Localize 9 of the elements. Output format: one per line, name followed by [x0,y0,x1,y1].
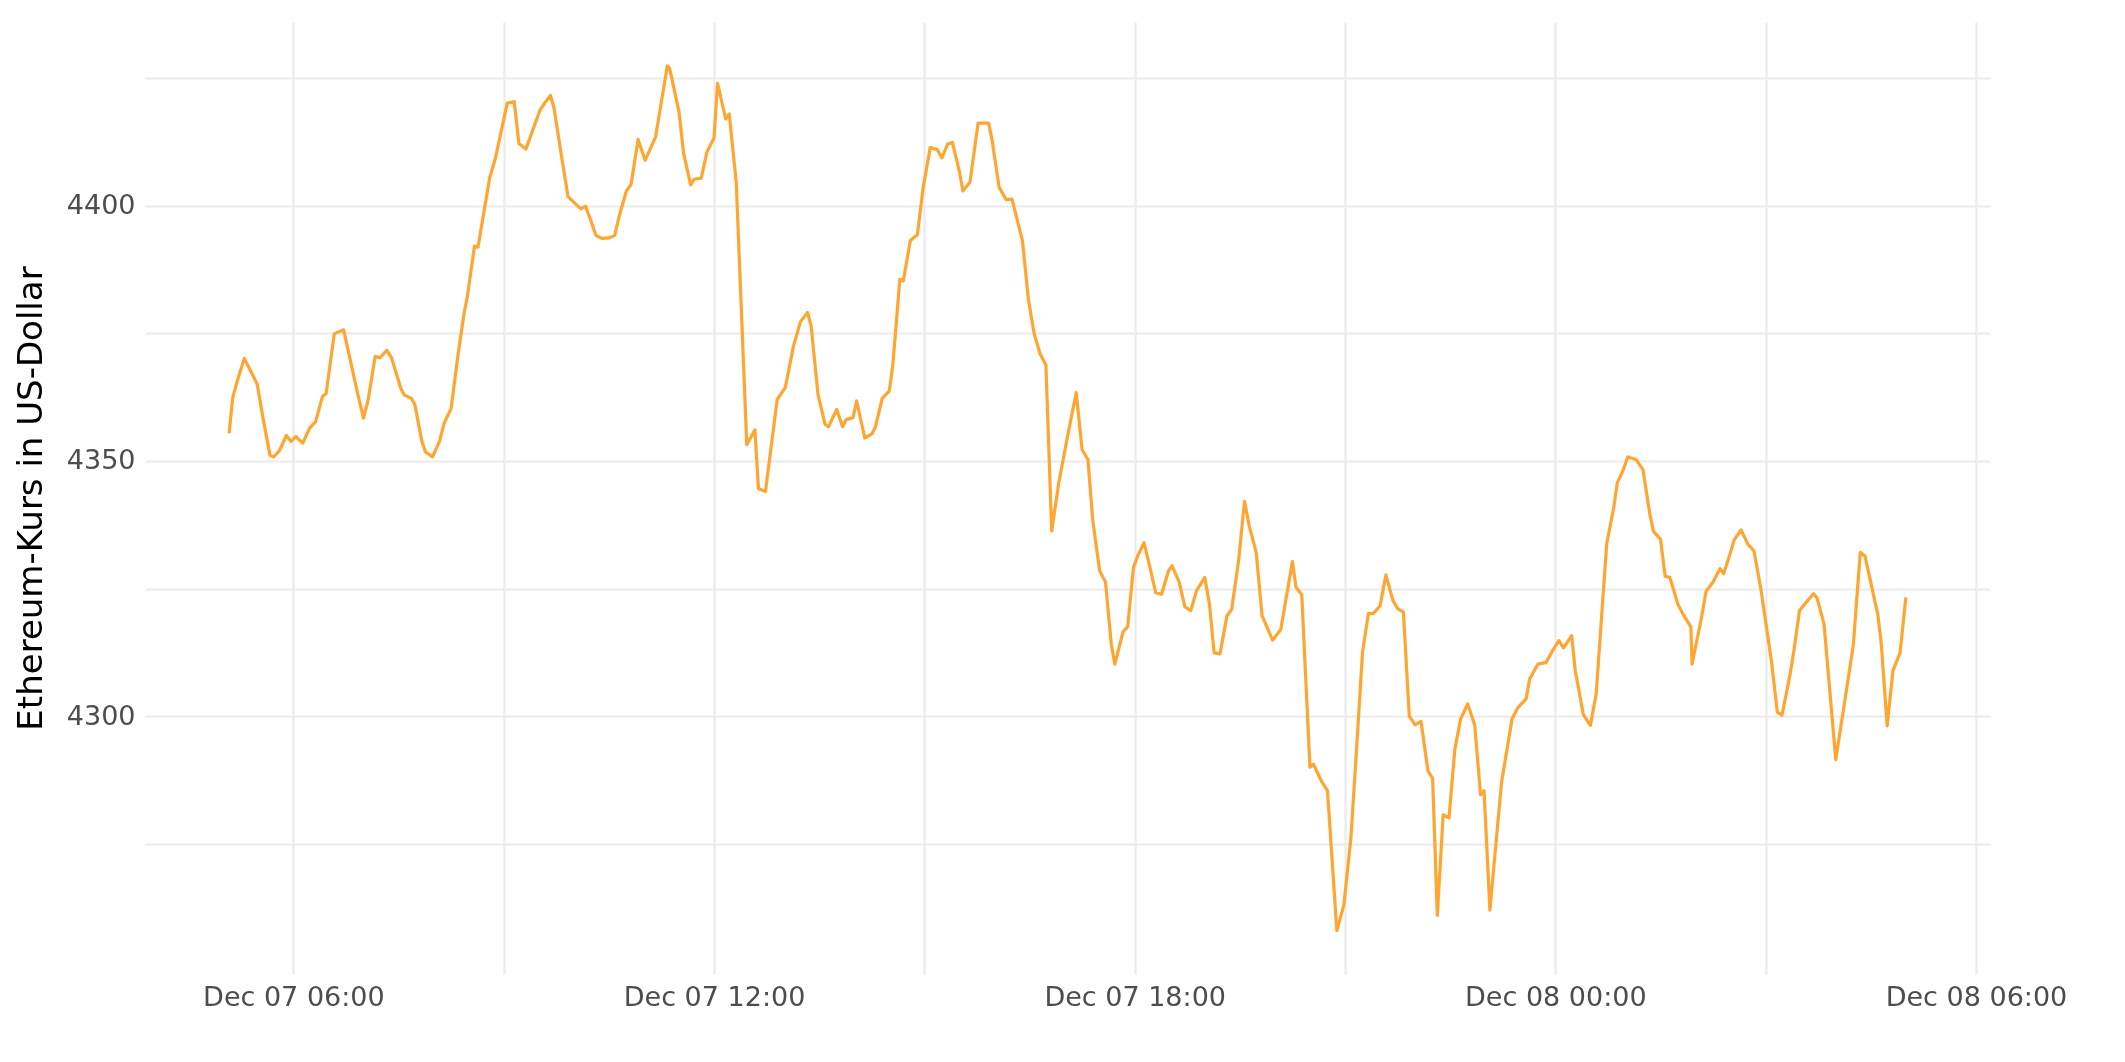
y-tick-label: 4300 [66,699,136,731]
x-tick-label: Dec 08 00:00 [1465,980,1647,1012]
y-tick-label: 4350 [66,444,136,476]
x-tick-label: Dec 08 06:00 [1885,980,2068,1012]
y-axis-title: Ethereum-Kurs in US-Dollar [9,266,50,731]
x-tick-label: Dec 07 06:00 [203,980,385,1012]
y-tick-label: 4400 [66,189,136,221]
x-tick-label: Dec 07 12:00 [623,980,806,1012]
x-tick-label: Dec 07 18:00 [1044,980,1226,1012]
